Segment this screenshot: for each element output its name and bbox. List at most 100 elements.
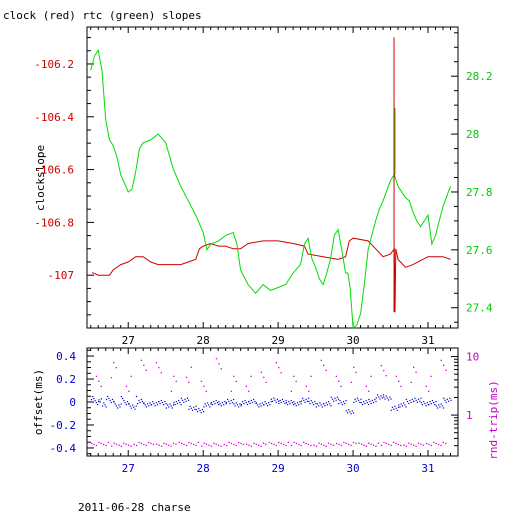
offset-point bbox=[378, 396, 380, 398]
offset-point bbox=[388, 399, 390, 401]
rnd-trip-point bbox=[330, 443, 332, 445]
offset-y-tick-label: -0.4 bbox=[50, 442, 77, 455]
rnd-trip-point bbox=[125, 385, 128, 387]
rnd-trip-point bbox=[338, 380, 340, 382]
rnd-trip-point bbox=[415, 445, 417, 447]
rnd-trip-point bbox=[310, 444, 312, 447]
offset-point bbox=[379, 398, 381, 400]
offset-x-tick-label: 30 bbox=[346, 462, 359, 475]
offset-point bbox=[431, 400, 433, 402]
offset-point bbox=[365, 400, 367, 402]
offset-y2-ticks bbox=[451, 356, 458, 457]
offset-point bbox=[163, 404, 165, 406]
offset-point bbox=[124, 402, 126, 404]
rnd-trip-point bbox=[260, 445, 262, 447]
slopes-y-tick-label: -106.2 bbox=[34, 58, 74, 71]
offset-point bbox=[329, 403, 331, 405]
rnd-trip-point bbox=[291, 444, 293, 447]
offset-point bbox=[108, 397, 110, 400]
offset-point bbox=[249, 402, 251, 405]
rnd-trip-point bbox=[307, 443, 310, 446]
rnd-trip-point bbox=[188, 381, 190, 383]
footer-note: 2011-06-28 charse bbox=[78, 501, 191, 512]
rnd-trip-point bbox=[428, 390, 430, 392]
offset-point bbox=[323, 403, 325, 405]
offset-point bbox=[209, 406, 211, 408]
offset-y-tick-label: -0.2 bbox=[50, 419, 77, 432]
rnd-trip-point bbox=[445, 442, 447, 445]
offset-point bbox=[143, 402, 145, 404]
rnd-trip-point bbox=[275, 444, 277, 447]
offset-point bbox=[261, 402, 263, 404]
offset-point bbox=[363, 401, 365, 403]
offset-point bbox=[319, 402, 321, 404]
offset-point bbox=[213, 401, 215, 403]
rnd-trip-point bbox=[280, 372, 282, 374]
rnd-trip-point bbox=[156, 443, 158, 445]
offset-point bbox=[233, 403, 235, 405]
offset-point bbox=[210, 402, 212, 404]
rnd-trip-point bbox=[320, 443, 322, 445]
offset-point bbox=[270, 401, 272, 403]
rnd-trip-point bbox=[98, 441, 100, 444]
offset-point bbox=[96, 404, 99, 406]
offset-point bbox=[276, 398, 278, 400]
offset-point bbox=[354, 398, 356, 400]
offset-point bbox=[161, 402, 164, 404]
offset-point bbox=[92, 396, 94, 398]
offset-point bbox=[111, 398, 114, 401]
chart-title: clock (red) rtc (green) slopes bbox=[3, 9, 202, 22]
rnd-trip-point bbox=[320, 359, 322, 361]
rnd-trip-point bbox=[273, 443, 275, 446]
offset-y-axis-label: offset(ms) bbox=[32, 369, 45, 435]
offset-point bbox=[173, 404, 175, 406]
offset-point bbox=[350, 413, 352, 415]
offset-point bbox=[308, 397, 310, 399]
offset-point bbox=[229, 402, 231, 405]
offset-point bbox=[360, 398, 362, 400]
offset-point bbox=[441, 405, 443, 407]
offset-point bbox=[385, 395, 387, 397]
offset-point bbox=[313, 404, 315, 406]
slopes-plot-frame bbox=[86, 26, 459, 329]
offset-point bbox=[433, 402, 435, 404]
offset-point bbox=[442, 407, 445, 409]
offset-point bbox=[315, 403, 317, 405]
rnd-trip-point bbox=[170, 390, 173, 392]
offset-point bbox=[324, 405, 326, 407]
rnd-trip-point bbox=[410, 381, 412, 383]
rnd-trip-point bbox=[91, 442, 93, 445]
offset-point bbox=[268, 402, 270, 404]
offset-point bbox=[102, 405, 104, 407]
offset-point bbox=[120, 403, 122, 405]
offset-point bbox=[436, 407, 439, 409]
offset-point bbox=[429, 401, 431, 403]
rnd-trip-point bbox=[123, 442, 125, 444]
offset-point bbox=[243, 403, 245, 405]
offset-point bbox=[235, 402, 237, 404]
offset-point bbox=[195, 405, 197, 407]
rnd-trip-point bbox=[98, 380, 100, 382]
slopes-y2-tick-label: 27.6 bbox=[466, 244, 493, 257]
offset-point bbox=[246, 404, 248, 406]
rnd-trip-point bbox=[343, 441, 345, 444]
offset-point bbox=[216, 402, 218, 404]
rnd-trip-point bbox=[240, 442, 242, 445]
offset-point bbox=[444, 399, 446, 401]
offset-point bbox=[415, 399, 417, 401]
offset-point bbox=[416, 401, 418, 403]
offset-series bbox=[88, 358, 452, 447]
rnd-trip-point bbox=[400, 385, 402, 387]
rnd-trip-point bbox=[175, 443, 177, 445]
rnd-trip-point bbox=[445, 369, 447, 371]
offset-point bbox=[212, 404, 214, 406]
rnd-trip-point bbox=[250, 445, 253, 447]
offset-point bbox=[159, 403, 161, 405]
offset-point bbox=[279, 399, 281, 402]
offset-point bbox=[410, 401, 412, 404]
rnd-trip-point bbox=[113, 362, 115, 364]
offset-point bbox=[443, 397, 445, 399]
offset-point bbox=[333, 400, 335, 402]
rnd-trip-point bbox=[408, 442, 410, 444]
offset-point bbox=[95, 402, 97, 404]
